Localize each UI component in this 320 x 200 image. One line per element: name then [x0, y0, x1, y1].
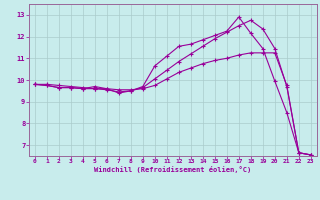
X-axis label: Windchill (Refroidissement éolien,°C): Windchill (Refroidissement éolien,°C) [94, 166, 252, 173]
